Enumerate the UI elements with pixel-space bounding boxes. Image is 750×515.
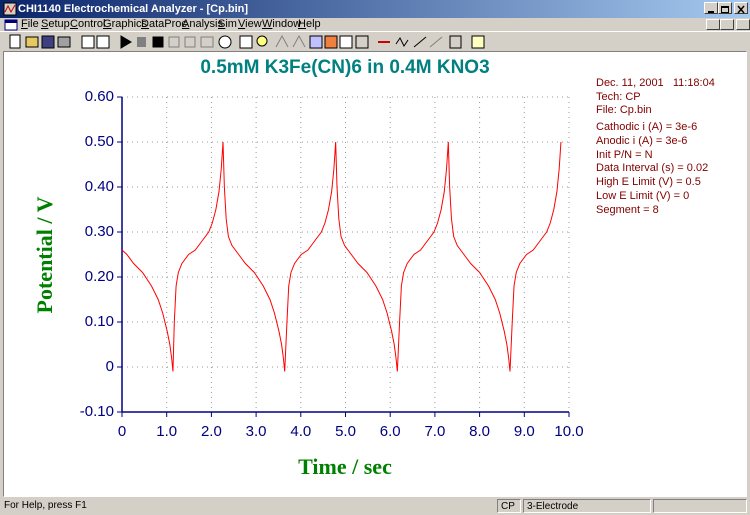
- tool-help[interactable]: [471, 35, 485, 49]
- minimize-button[interactable]: [704, 2, 718, 14]
- tool-graph[interactable]: [239, 35, 253, 49]
- data-line: [121, 141, 562, 372]
- menu-bar: File Setup Control Graphics DataProc Ana…: [0, 18, 750, 31]
- client-area: [3, 51, 747, 497]
- tool-new[interactable]: [9, 34, 21, 49]
- app-icon: [3, 2, 17, 16]
- x-tick-label: 5.0: [335, 423, 356, 440]
- menu-item[interactable]: Analysis: [182, 18, 223, 30]
- status-help: For Help, press F1: [4, 500, 87, 511]
- status-panel: 3-Electrode: [523, 499, 651, 513]
- x-tick-label: 4.0: [290, 423, 311, 440]
- menu-item[interactable]: Control: [70, 18, 106, 30]
- x-tick-label: 8.0: [469, 423, 490, 440]
- tool-setup[interactable]: [218, 35, 232, 49]
- menu-item[interactable]: File: [21, 18, 39, 30]
- tool-calc[interactable]: [449, 35, 462, 49]
- doc-icon: [4, 19, 18, 31]
- tool-zoom[interactable]: [256, 35, 268, 47]
- tool-peak2[interactable]: [292, 34, 306, 48]
- info-line: Segment = 8: [596, 204, 659, 216]
- x-tick-label: 6.0: [380, 423, 401, 440]
- tool-reverse[interactable]: [168, 36, 180, 48]
- tool-integrate[interactable]: [413, 36, 427, 48]
- menu-item[interactable]: Setup: [41, 18, 70, 30]
- info-line: Dec. 11, 2001 11:18:04: [596, 77, 715, 89]
- info-line: Tech: CP: [596, 91, 641, 103]
- menu-item[interactable]: Help: [298, 18, 321, 30]
- window-title: CHI1140 Electrochemical Analyzer - [Cp.b…: [18, 3, 249, 15]
- tool-frame[interactable]: [96, 35, 110, 49]
- y-tick-label: 0.60: [85, 88, 114, 105]
- info-line: Anodic i (A) = 3e-6: [596, 135, 687, 147]
- tool-peak[interactable]: [275, 34, 289, 48]
- tool-run[interactable]: [120, 35, 132, 49]
- tool-save[interactable]: [41, 35, 55, 49]
- menu-item[interactable]: Sim: [218, 18, 237, 30]
- status-electrode: 3-Electrode: [527, 501, 579, 512]
- info-line: High E Limit (V) = 0.5: [596, 176, 701, 188]
- maximize-button[interactable]: [718, 2, 732, 14]
- y-tick-label: 0: [106, 358, 114, 375]
- tool-open[interactable]: [25, 36, 39, 48]
- toolbar: [0, 31, 750, 51]
- info-line: Low E Limit (V) = 0: [596, 190, 689, 202]
- y-tick-label: 0.10: [85, 313, 114, 330]
- tool-text[interactable]: [81, 35, 95, 49]
- menu-item[interactable]: DataProc: [141, 18, 187, 30]
- x-tick-label: 3.0: [246, 423, 267, 440]
- tool-pause[interactable]: [137, 37, 146, 47]
- status-panel: CP: [497, 499, 521, 513]
- tool-conv[interactable]: [429, 36, 443, 48]
- tool-cell[interactable]: [200, 36, 214, 48]
- y-tick-label: 0.20: [85, 268, 114, 285]
- tool-stop[interactable]: [152, 36, 164, 48]
- status-bar: For Help, press F1 CP 3-Electrode: [0, 497, 750, 515]
- tool-print[interactable]: [57, 36, 71, 48]
- chart: 0.5mM K3Fe(CN)6 in 0.4M KNO3 Time / sec …: [32, 57, 715, 479]
- y-tick-label: 0.30: [85, 223, 114, 240]
- tool-ir[interactable]: [184, 36, 196, 48]
- x-tick-label: 2.0: [201, 423, 222, 440]
- y-tick-label: 0.40: [85, 178, 114, 195]
- y-axis-label: Potential / V: [32, 196, 57, 313]
- y-tick-label: 0.50: [85, 133, 114, 150]
- x-axis-label: Time / sec: [298, 454, 392, 479]
- tool-overlay[interactable]: [309, 35, 323, 49]
- chart-title: 0.5mM K3Fe(CN)6 in 0.4M KNO3: [200, 57, 489, 78]
- tool-color[interactable]: [324, 35, 338, 49]
- title-bar: CHI1140 Electrochemical Analyzer - [Cp.b…: [0, 0, 750, 18]
- info-line: Init P/N = N: [596, 149, 653, 161]
- toolbar-icons: [9, 34, 485, 49]
- x-tick-label: 7.0: [424, 423, 445, 440]
- mdi-restore[interactable]: [720, 19, 734, 30]
- close-button[interactable]: [734, 2, 748, 14]
- info-line: File: Cp.bin: [596, 104, 652, 116]
- x-tick-label: 1.0: [156, 423, 177, 440]
- x-tick-label: 0: [118, 423, 126, 440]
- menu-item[interactable]: Window: [262, 18, 302, 30]
- y-tick-label: -0.10: [80, 403, 114, 420]
- tool-font[interactable]: [339, 35, 353, 49]
- info-line: Cathodic i (A) = 3e-6: [596, 121, 697, 133]
- menu-item[interactable]: View: [238, 18, 262, 30]
- status-tech: CP: [501, 501, 515, 512]
- x-tick-label: 9.0: [514, 423, 535, 440]
- info-line: Data Interval (s) = 0.02: [596, 162, 708, 174]
- mdi-minimize[interactable]: [706, 19, 720, 30]
- tool-axis[interactable]: [355, 35, 369, 49]
- tool-deriv[interactable]: [395, 37, 409, 47]
- x-tick-label: 10.0: [554, 423, 583, 440]
- menu-item[interactable]: Graphics: [103, 18, 148, 30]
- status-panel: [653, 499, 747, 513]
